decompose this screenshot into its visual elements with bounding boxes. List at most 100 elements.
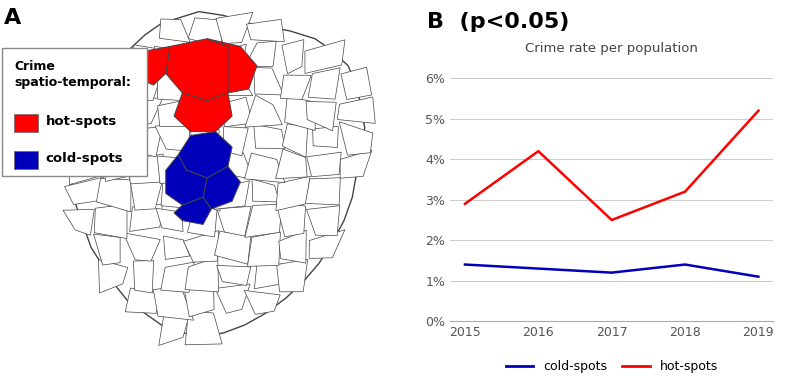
Polygon shape bbox=[65, 121, 94, 155]
Polygon shape bbox=[217, 152, 253, 180]
Polygon shape bbox=[157, 67, 190, 101]
Polygon shape bbox=[161, 262, 194, 293]
Polygon shape bbox=[276, 176, 310, 211]
Polygon shape bbox=[157, 156, 189, 184]
Text: B  (p<0.05): B (p<0.05) bbox=[427, 12, 570, 32]
Polygon shape bbox=[307, 152, 341, 177]
Polygon shape bbox=[96, 178, 131, 212]
Polygon shape bbox=[163, 236, 190, 259]
Polygon shape bbox=[97, 74, 132, 102]
Polygon shape bbox=[245, 41, 277, 67]
Polygon shape bbox=[158, 99, 190, 127]
Polygon shape bbox=[214, 181, 249, 209]
Polygon shape bbox=[282, 39, 304, 74]
Polygon shape bbox=[155, 124, 190, 151]
FancyBboxPatch shape bbox=[2, 48, 147, 176]
Polygon shape bbox=[134, 260, 154, 293]
Polygon shape bbox=[183, 284, 214, 317]
Polygon shape bbox=[217, 206, 251, 236]
Polygon shape bbox=[306, 101, 336, 131]
Polygon shape bbox=[244, 290, 281, 314]
Polygon shape bbox=[279, 230, 306, 263]
Title: Crime rate per population: Crime rate per population bbox=[525, 43, 698, 55]
Polygon shape bbox=[129, 175, 164, 210]
Polygon shape bbox=[215, 284, 250, 313]
Polygon shape bbox=[252, 179, 280, 202]
Polygon shape bbox=[285, 96, 316, 130]
Polygon shape bbox=[128, 127, 163, 157]
Polygon shape bbox=[221, 76, 253, 96]
Polygon shape bbox=[183, 231, 218, 262]
Polygon shape bbox=[223, 127, 248, 156]
Polygon shape bbox=[159, 312, 189, 346]
Polygon shape bbox=[309, 230, 345, 259]
Polygon shape bbox=[305, 40, 345, 74]
Polygon shape bbox=[245, 204, 281, 237]
Polygon shape bbox=[308, 68, 340, 99]
Polygon shape bbox=[254, 264, 283, 289]
Polygon shape bbox=[225, 44, 246, 70]
Polygon shape bbox=[190, 70, 224, 99]
Polygon shape bbox=[166, 155, 207, 205]
Polygon shape bbox=[248, 232, 281, 266]
Polygon shape bbox=[245, 95, 282, 127]
Polygon shape bbox=[277, 259, 308, 292]
Polygon shape bbox=[104, 152, 132, 182]
Legend: cold-spots, hot-spots: cold-spots, hot-spots bbox=[501, 355, 723, 378]
Polygon shape bbox=[312, 126, 339, 147]
Polygon shape bbox=[174, 197, 211, 224]
Polygon shape bbox=[245, 153, 285, 183]
Text: cold-spots: cold-spots bbox=[45, 152, 124, 165]
Polygon shape bbox=[214, 231, 251, 264]
Polygon shape bbox=[187, 204, 218, 237]
Polygon shape bbox=[337, 97, 375, 123]
Polygon shape bbox=[340, 122, 373, 155]
Polygon shape bbox=[246, 19, 285, 42]
Polygon shape bbox=[282, 124, 308, 157]
Polygon shape bbox=[183, 43, 224, 74]
Polygon shape bbox=[153, 286, 194, 320]
Polygon shape bbox=[130, 204, 163, 231]
Polygon shape bbox=[93, 234, 120, 265]
Polygon shape bbox=[281, 75, 312, 99]
Polygon shape bbox=[70, 12, 365, 337]
Polygon shape bbox=[159, 19, 190, 42]
Polygon shape bbox=[155, 46, 189, 66]
Polygon shape bbox=[188, 121, 219, 157]
Polygon shape bbox=[276, 149, 307, 179]
Polygon shape bbox=[128, 154, 163, 184]
Polygon shape bbox=[218, 97, 253, 127]
Polygon shape bbox=[188, 18, 222, 49]
Polygon shape bbox=[156, 208, 183, 231]
Polygon shape bbox=[96, 98, 134, 124]
Polygon shape bbox=[125, 288, 160, 313]
Polygon shape bbox=[341, 67, 371, 99]
Polygon shape bbox=[253, 67, 284, 95]
Polygon shape bbox=[179, 132, 232, 178]
FancyBboxPatch shape bbox=[14, 151, 38, 169]
Polygon shape bbox=[203, 166, 241, 209]
Polygon shape bbox=[137, 46, 170, 85]
Text: A: A bbox=[4, 8, 22, 28]
Polygon shape bbox=[185, 257, 218, 292]
Polygon shape bbox=[195, 154, 225, 184]
Polygon shape bbox=[185, 310, 222, 345]
Polygon shape bbox=[69, 148, 102, 185]
Polygon shape bbox=[340, 150, 372, 178]
Polygon shape bbox=[185, 101, 225, 121]
Polygon shape bbox=[217, 265, 251, 286]
Polygon shape bbox=[166, 39, 236, 101]
FancyBboxPatch shape bbox=[14, 114, 38, 132]
Polygon shape bbox=[216, 12, 253, 44]
Polygon shape bbox=[161, 179, 192, 208]
Text: hot-spots: hot-spots bbox=[45, 115, 117, 128]
Polygon shape bbox=[96, 128, 126, 154]
Polygon shape bbox=[207, 39, 257, 93]
Polygon shape bbox=[63, 209, 94, 235]
Polygon shape bbox=[305, 178, 340, 205]
Polygon shape bbox=[307, 205, 340, 235]
Polygon shape bbox=[65, 177, 104, 204]
Polygon shape bbox=[124, 233, 160, 261]
Polygon shape bbox=[253, 124, 285, 149]
Polygon shape bbox=[127, 45, 155, 72]
